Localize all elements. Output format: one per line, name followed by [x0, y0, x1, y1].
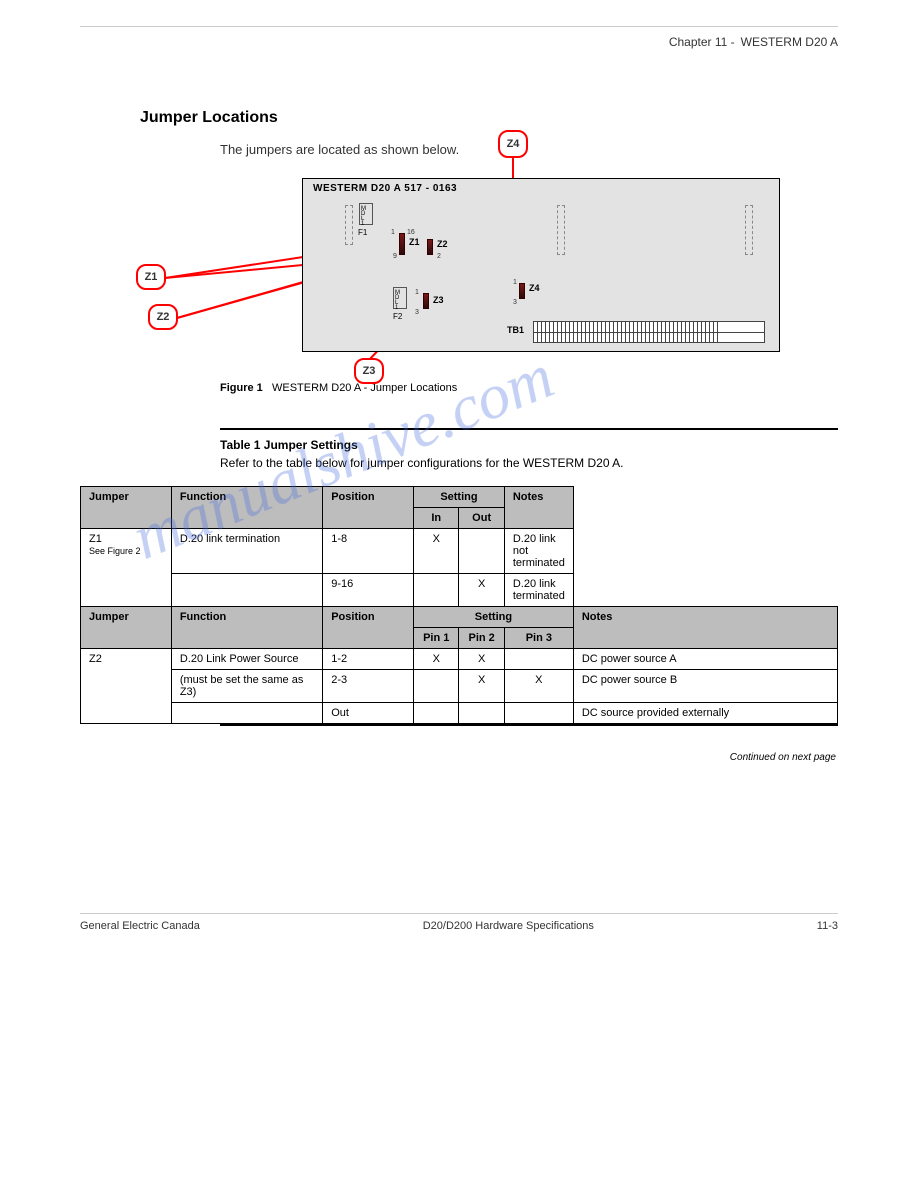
- cell: [414, 573, 459, 606]
- col-position-b: Position: [323, 606, 414, 648]
- cell: D.20 link terminated: [504, 573, 573, 606]
- section-title: Jumper Locations: [140, 109, 838, 127]
- cell: X: [459, 648, 504, 669]
- table-title: Table 1 Jumper Settings: [220, 428, 838, 452]
- jumper-z2: [427, 239, 433, 255]
- col-jumper: Jumper: [81, 486, 172, 528]
- cell: D.20 link not terminated: [504, 528, 573, 573]
- col-function: Function: [171, 486, 322, 528]
- col-notes: Notes: [504, 486, 573, 528]
- col-setting-b: Setting: [414, 606, 574, 627]
- col-in: In: [414, 507, 459, 528]
- footer-right: 11-3: [817, 920, 838, 932]
- figure-wrap: Z4 Z1 Z2 Z3 WESTERM D20 A 517 - 0163 MDL…: [180, 178, 780, 352]
- cell: DC power source B: [573, 669, 837, 702]
- callout-z4: Z4: [498, 130, 528, 158]
- col-pin1: Pin 1: [414, 627, 459, 648]
- continued-note: Continued on next page: [220, 752, 838, 763]
- callout-z1: Z1: [136, 264, 166, 290]
- page-header: Chapter 11 - WESTERM D20 A: [80, 35, 838, 49]
- figure-caption-label: Figure 1: [220, 382, 263, 394]
- pin-3-z3: 3: [415, 309, 419, 316]
- cell: 2-3: [323, 669, 414, 702]
- terminal-block-tb1: [533, 321, 765, 343]
- cell: X: [414, 528, 459, 573]
- f1-label: F1: [358, 228, 367, 237]
- col-setting: Setting: [414, 486, 505, 507]
- cell: D.20 Link Power Source: [171, 648, 322, 669]
- f2-label: F2: [393, 312, 402, 321]
- col-pin3: Pin 3: [504, 627, 573, 648]
- table-intro-note: Refer to the table below for jumper conf…: [220, 456, 838, 470]
- col-pin2: Pin 2: [459, 627, 504, 648]
- cell: [171, 573, 322, 606]
- jumper-z1-label: Z1: [409, 237, 420, 247]
- callout-z3: Z3: [354, 358, 384, 384]
- cell: DC power source A: [573, 648, 837, 669]
- jumper-z2-label: Z2: [437, 239, 448, 249]
- page-footer: General Electric Canada D20/D200 Hardwar…: [80, 913, 838, 932]
- pin-1-z3: 1: [415, 289, 419, 296]
- pin-1-z4: 1: [513, 279, 517, 286]
- cell: 9-16: [323, 573, 414, 606]
- pcb-panel: WESTERM D20 A 517 - 0163 MDL1 F1 MDL1 F2…: [302, 178, 780, 352]
- cell: [414, 669, 459, 702]
- cell: X: [504, 669, 573, 702]
- cell-z1: Z1 See Figure 2: [81, 528, 172, 606]
- col-function-b: Function: [171, 606, 322, 648]
- jumper-z3: [423, 293, 429, 309]
- panel-title: WESTERM D20 A 517 - 0163: [313, 183, 457, 194]
- pin-2: 2: [437, 253, 441, 260]
- cell: [459, 528, 504, 573]
- cell: [459, 702, 504, 723]
- connector-p2: [557, 205, 565, 255]
- cell: [504, 702, 573, 723]
- figure-caption: Figure 1 WESTERM D20 A - Jumper Location…: [220, 382, 838, 394]
- cell: [414, 702, 459, 723]
- tb1-label: TB1: [507, 325, 524, 335]
- pin-1: 1: [391, 229, 395, 236]
- pin-16: 16: [407, 229, 415, 236]
- cell: [171, 702, 322, 723]
- col-notes-b: Notes: [573, 606, 837, 648]
- cell: 1-8: [323, 528, 414, 573]
- cell-z2: Z2: [81, 648, 172, 723]
- jumper-z4-label: Z4: [529, 283, 540, 293]
- page: Chapter 11 - WESTERM D20 A Jumper Locati…: [0, 0, 918, 962]
- cell: X: [414, 648, 459, 669]
- jumper-z1: [399, 233, 405, 255]
- cell: X: [459, 573, 504, 606]
- connector-p1: [345, 205, 353, 245]
- jumper-settings-table: Jumper Function Position Setting Notes I…: [80, 486, 838, 724]
- jumper-z3-label: Z3: [433, 295, 444, 305]
- table-bottom-rule: [220, 724, 838, 726]
- product-label: WESTERM D20 A: [741, 35, 838, 49]
- footer-center: D20/D200 Hardware Specifications: [423, 920, 594, 932]
- pin-3-z4: 3: [513, 299, 517, 306]
- cell: [504, 648, 573, 669]
- cell: Out: [323, 702, 414, 723]
- cell: 1-2: [323, 648, 414, 669]
- chapter-label: Chapter 11 -: [669, 35, 735, 49]
- cell: X: [459, 669, 504, 702]
- cell: (must be set the same as Z3): [171, 669, 322, 702]
- footer-left: General Electric Canada: [80, 920, 200, 932]
- callout-z2: Z2: [148, 304, 178, 330]
- pin-9: 9: [393, 253, 397, 260]
- top-divider: [80, 26, 838, 27]
- jumper-z4: [519, 283, 525, 299]
- mdl1-label: MDL1: [361, 207, 366, 227]
- cell: DC source provided externally: [573, 702, 837, 723]
- col-jumper-b: Jumper: [81, 606, 172, 648]
- connector-p3: [745, 205, 753, 255]
- cell: D.20 link termination: [171, 528, 322, 573]
- mdl2-label: MDL1: [395, 291, 400, 311]
- col-position: Position: [323, 486, 414, 528]
- section-intro: The jumpers are located as shown below.: [220, 141, 838, 160]
- col-out: Out: [459, 507, 504, 528]
